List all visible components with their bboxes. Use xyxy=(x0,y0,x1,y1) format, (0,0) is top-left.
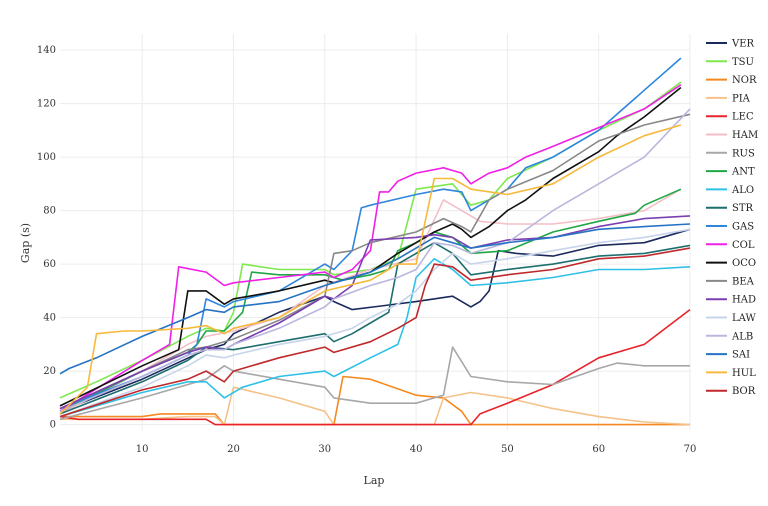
x-tick-label: 20 xyxy=(227,444,240,455)
series-line-oco xyxy=(59,86,682,407)
series-line-hul xyxy=(59,124,682,415)
legend-label-ant: ANT xyxy=(731,167,755,178)
series-line-col xyxy=(59,84,682,412)
x-axis-title: Lap xyxy=(364,474,385,487)
series-line-alo xyxy=(59,258,691,418)
x-tick-label: 70 xyxy=(684,444,697,455)
y-tick-label: 100 xyxy=(37,152,56,163)
y-tick-label: 60 xyxy=(43,259,56,270)
x-tick-label: 60 xyxy=(592,444,605,455)
legend-label-gas: GAS xyxy=(732,222,754,233)
x-tick-label: 10 xyxy=(136,444,149,455)
y-tick-label: 20 xyxy=(43,366,56,377)
x-tick-label: 30 xyxy=(318,444,331,455)
series-line-bea xyxy=(59,113,691,410)
y-tick-label: 0 xyxy=(50,420,56,431)
legend-label-bor: BOR xyxy=(732,386,756,397)
legend-label-bea: BEA xyxy=(732,276,755,287)
legend-label-alo: ALO xyxy=(731,185,754,196)
legend-label-oco: OCO xyxy=(732,258,756,269)
x-tick-label: 40 xyxy=(410,444,423,455)
legend-label-hul: HUL xyxy=(732,368,756,379)
series-line-nor xyxy=(60,375,690,426)
series-line-rus xyxy=(59,346,690,421)
y-tick-label: 80 xyxy=(43,206,56,217)
series-line-ver xyxy=(59,228,691,413)
legend-label-ver: VER xyxy=(731,39,755,50)
legend-label-col: COL xyxy=(732,240,755,251)
legend-label-lec: LEC xyxy=(732,112,754,123)
grid xyxy=(60,34,691,430)
x-tick-label: 50 xyxy=(501,444,514,455)
legend-label-alb: ALB xyxy=(731,331,753,342)
x-axis: 10 20 30 40 50 60 70 xyxy=(136,444,697,455)
legend-label-str: STR xyxy=(732,203,754,214)
series-line-sai xyxy=(59,223,691,375)
legend-label-pia: PIA xyxy=(732,93,751,104)
legend-label-ham: HAM xyxy=(732,130,758,141)
series-line-gas xyxy=(59,57,682,410)
series-line-lec xyxy=(59,308,691,426)
legend-label-nor: NOR xyxy=(732,75,757,86)
legend-label-rus: RUS xyxy=(732,148,755,159)
legend-label-tsu: TSU xyxy=(732,57,754,68)
series-line-law xyxy=(59,228,691,418)
y-tick-label: 120 xyxy=(37,99,56,110)
series-line-alb xyxy=(59,108,691,413)
y-axis: 0 20 40 60 80 100 120 140 xyxy=(37,45,56,431)
y-axis-title: Gap (s) xyxy=(19,223,32,263)
legend-label-sai: SAI xyxy=(732,350,750,361)
series-line-had xyxy=(59,215,691,410)
y-tick-label: 40 xyxy=(43,313,56,324)
series-line-bor xyxy=(59,247,691,418)
legend: VER TSU NOR PIA LEC HAM RUS ANT ALO STR GAS COL OCO B… xyxy=(706,39,758,397)
series-line-ant xyxy=(59,188,682,413)
plot-area xyxy=(59,57,691,426)
series-line-ham xyxy=(59,188,682,415)
legend-label-law: LAW xyxy=(732,313,756,324)
y-tick-label: 140 xyxy=(37,45,56,56)
legend-label-had: HAD xyxy=(732,295,756,306)
